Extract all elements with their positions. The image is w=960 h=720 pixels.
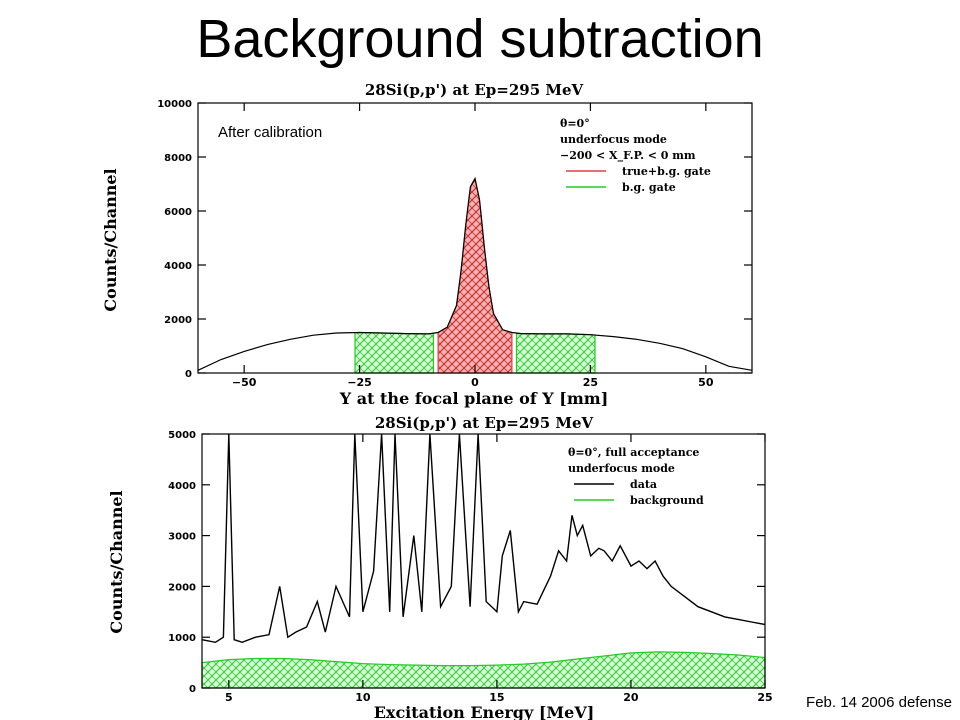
- y-tick-label: 1000: [168, 633, 196, 644]
- y-tick-label: 8000: [164, 153, 192, 164]
- x-tick-label: −50: [232, 376, 257, 389]
- legend: θ=0°, full acceptance underfocus mode data…: [568, 446, 704, 507]
- y-tick-label: 0: [185, 369, 192, 380]
- y-axis-ticks: 0 2000 4000 6000 8000 10000: [157, 99, 752, 380]
- series-line: [197, 176, 753, 371]
- legend-entry-label: data: [630, 478, 657, 491]
- y-tick-label: 2000: [164, 315, 192, 326]
- x-tick-label: 0: [471, 376, 479, 389]
- x-tick-label: 20: [623, 691, 639, 704]
- y-axis-ticks: 0 1000 2000 3000 4000 5000: [168, 430, 765, 695]
- footer-text: Feb. 14 2006 defense: [806, 694, 952, 711]
- x-tick-label: −25: [347, 376, 372, 389]
- x-tick-label: 25: [757, 691, 772, 704]
- legend: θ=0° underfocus mode −200 < X_F.P. < 0 mm t…: [560, 117, 711, 194]
- legend-text: θ=0°: [560, 117, 590, 130]
- plot-frame: [201, 433, 766, 689]
- legend-text: θ=0°, full acceptance: [568, 446, 699, 459]
- legend-text: −200 < X_F.P. < 0 mm: [560, 149, 696, 163]
- x-tick-label: 5: [225, 691, 233, 704]
- y-tick-label: 4000: [164, 261, 192, 272]
- legend-entry-label: b.g. gate: [622, 181, 676, 194]
- y-tick-label: 2000: [168, 582, 196, 593]
- x-axis-label: Excitation Energy [MeV]: [374, 703, 595, 720]
- x-tick-label: 50: [698, 376, 714, 389]
- legend-text: underfocus mode: [568, 462, 675, 475]
- chart-title: 28Si(p,p') at Ep=295 MeV: [375, 414, 594, 432]
- x-axis-label: Y at the focal plane of Y [mm]: [339, 389, 609, 408]
- y-tick-label: 4000: [168, 481, 196, 492]
- legend-text: underfocus mode: [560, 133, 667, 146]
- legend-entry-label: true+b.g. gate: [622, 165, 711, 178]
- y-tick-label: 10000: [157, 99, 192, 110]
- x-tick-label: 10: [355, 691, 371, 704]
- series-area-background: [201, 651, 766, 689]
- y-tick-label: 5000: [168, 430, 196, 441]
- x-axis-ticks: 5 10 15 20 25: [225, 434, 773, 704]
- chart-title: 28Si(p,p') at Ep=295 MeV: [365, 81, 584, 99]
- y-axis-label: Counts/Channel: [101, 168, 120, 311]
- chart-annotation: After calibration: [218, 124, 322, 141]
- y-axis-label: Counts/Channel: [107, 490, 126, 633]
- x-tick-label: 15: [489, 691, 504, 704]
- y-tick-label: 3000: [168, 532, 196, 543]
- series-line-data: [201, 433, 766, 644]
- slide-title: Background subtraction: [196, 9, 764, 69]
- legend-entry-label: background: [630, 494, 704, 507]
- y-tick-label: 6000: [164, 207, 192, 218]
- x-axis-ticks: −50 −25 0 25 50: [232, 103, 714, 389]
- x-tick-label: 25: [583, 376, 598, 389]
- y-tick-label: 0: [189, 684, 196, 695]
